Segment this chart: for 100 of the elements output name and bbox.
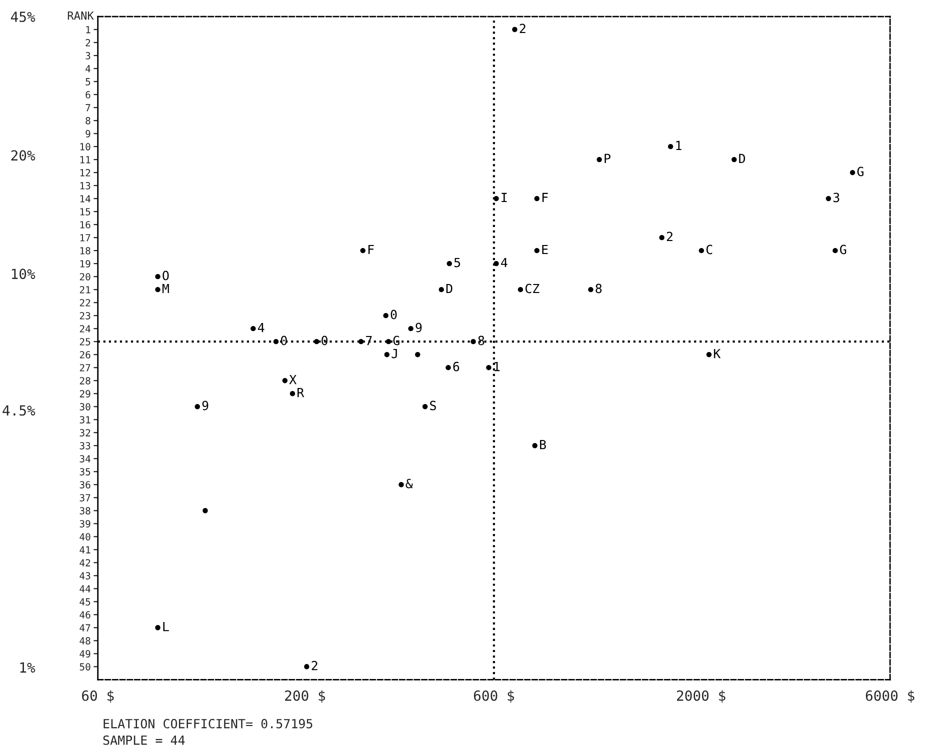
series-label: 1: [676, 140, 682, 150]
y2-tick-label: 2: [86, 39, 90, 46]
y2-tick-label: 30: [80, 403, 90, 410]
series-label: G: [393, 336, 400, 346]
series-label: 4: [258, 322, 264, 332]
y2-tick-label: 27: [80, 364, 90, 372]
y2-tick-label: 34: [80, 455, 90, 462]
y2-tick-label: 40: [80, 533, 90, 540]
y2-tick-label: 47: [80, 624, 90, 632]
x-tick-label: 200 $: [285, 690, 326, 703]
series-label: M: [162, 284, 169, 294]
y-tick-label: 4.5%: [2, 405, 36, 416]
series-label: D: [446, 284, 452, 294]
y2-tick-label: 12: [80, 169, 90, 176]
y2-tick-label: 45: [80, 598, 90, 606]
series-label: G: [857, 166, 864, 176]
y2-tick-label: 20: [80, 273, 90, 280]
y2-tick-label: 8: [86, 117, 90, 124]
y2-tick-label: 24: [80, 325, 90, 332]
y2-tick-label: 15: [80, 208, 90, 216]
y2-tick-label: 50: [80, 663, 90, 671]
y2-tick-label: 46: [80, 611, 90, 618]
y2-tick-label: 22: [80, 299, 90, 306]
series-label: 9: [202, 400, 208, 410]
y2-tick-label: 26: [80, 351, 90, 358]
y2-tick-label: 41: [80, 546, 90, 554]
y2-tick-label: 14: [80, 195, 90, 202]
y2-tick-label: 43: [80, 572, 90, 580]
series-label: 2: [312, 660, 318, 670]
y2-tick-label: 18: [80, 247, 90, 254]
series-label: D: [739, 154, 746, 164]
x-tick-label: 60 $: [82, 690, 114, 703]
text: ELATION COEFFICIENT= 0.57195: [104, 718, 312, 728]
y2-tick-label: 13: [80, 182, 90, 190]
y2-tick-label: 37: [80, 494, 90, 502]
series-label: F: [368, 244, 374, 254]
series-label: R: [298, 388, 304, 398]
y2-tick-label: 10: [80, 143, 90, 150]
series-label: X: [289, 374, 296, 384]
series-label: 4: [501, 258, 508, 268]
y-tick-label: 45%: [10, 12, 36, 22]
series-label: 0: [390, 310, 397, 320]
series-label: 9: [416, 322, 422, 332]
y2-tick-label: 3: [86, 52, 90, 60]
y2-axis-title: RANK: [68, 12, 94, 20]
y2-tick-label: 6: [86, 91, 90, 98]
series-label: 0: [322, 336, 328, 346]
x-tick-label: 6000 $: [866, 690, 914, 703]
y2-tick-label: 39: [80, 520, 90, 528]
y2-tick-label: 23: [80, 312, 90, 320]
y2-tick-label: 5: [86, 78, 90, 86]
x-tick-label: 2000 $: [677, 690, 726, 703]
series-label: B: [540, 440, 546, 450]
y-tick-label: 20%: [11, 150, 36, 161]
series-label: J: [392, 348, 397, 358]
series-label: 5: [454, 258, 460, 268]
y-tick-label: 10%: [12, 268, 36, 280]
text: SAMPLE = 44: [103, 735, 185, 745]
y2-tick-label: 33: [80, 442, 90, 450]
series-label: 3: [833, 192, 840, 202]
y2-tick-label: 28: [80, 377, 90, 384]
y2-tick-label: 25: [80, 338, 90, 346]
y2-tick-label: 19: [80, 260, 90, 268]
series-label: L: [163, 622, 169, 632]
y2-tick-label: 48: [80, 637, 90, 645]
y2-tick-label: 7: [86, 104, 90, 112]
y2-tick-label: 21: [80, 286, 90, 294]
series-label: 1: [494, 362, 500, 372]
series-label: 2: [520, 24, 526, 34]
series-label: 8: [596, 284, 602, 294]
series-label: O: [162, 270, 169, 280]
series-label: &: [406, 478, 413, 488]
series-label: G: [840, 244, 846, 254]
y2-tick-label: 16: [80, 221, 90, 228]
y2-tick-label: 44: [80, 585, 90, 592]
y-tick-label: 1%: [20, 662, 36, 673]
series-label: E: [542, 244, 548, 254]
y2-tick-label: 32: [80, 429, 90, 436]
y2-tick-label: 36: [80, 481, 90, 488]
series-label: I: [502, 192, 507, 202]
y2-tick-label: 49: [80, 650, 90, 658]
series-label: 6: [453, 362, 460, 372]
series-label: CZ: [525, 284, 540, 294]
x-tick-label: 600 $: [474, 690, 514, 703]
series-label: C: [706, 244, 712, 254]
series-label: K: [714, 348, 721, 358]
series-label: P: [604, 154, 610, 164]
series-label: S: [430, 400, 436, 410]
y2-tick-label: 1: [86, 26, 90, 34]
y2-tick-label: 4: [86, 65, 90, 72]
y2-tick-label: 11: [80, 156, 90, 164]
y2-tick-label: 17: [80, 234, 90, 242]
y2-tick-label: 35: [80, 468, 90, 476]
series-label: F: [542, 192, 548, 202]
y2-tick-label: 9: [86, 130, 90, 138]
y2-tick-label: 42: [80, 559, 90, 566]
series-label: 2: [666, 232, 672, 242]
y2-tick-label: 38: [80, 507, 90, 514]
y2-tick-label: 31: [80, 416, 90, 424]
y2-tick-label: 29: [80, 390, 90, 398]
